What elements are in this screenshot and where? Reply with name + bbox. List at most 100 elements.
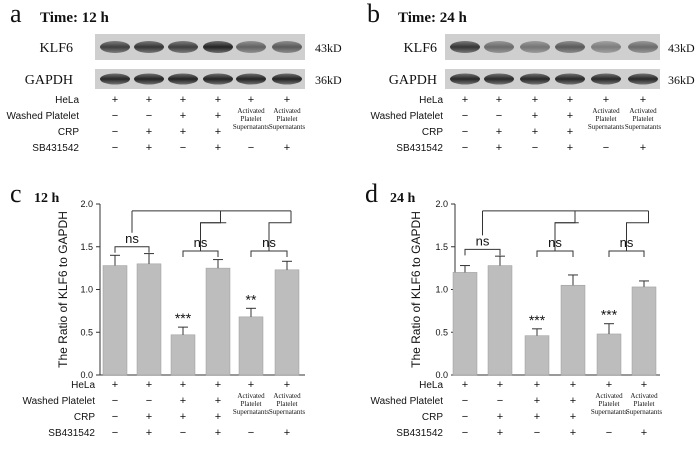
condition-sign: + — [215, 142, 221, 154]
comparison-bracket — [608, 250, 645, 258]
bracket-label: ns — [125, 231, 139, 246]
bar-chart-d: d 24 h The Ratio of KLF6 to GAPDH 0.0 0.5 1.0… — [365, 179, 662, 439]
condition-sign: + — [640, 94, 646, 106]
y-tick-label: 2.0 — [80, 199, 93, 209]
blot-band — [100, 73, 130, 85]
condition-label-crp: CRP — [422, 412, 443, 423]
condition-sign: + — [215, 395, 221, 407]
condition-label-sb431542: SB431542 — [396, 428, 443, 439]
y-tick-label: 1.5 — [435, 242, 448, 252]
condition-sign: − — [146, 110, 152, 122]
condition-label-washed-platelet: Washed Platelet — [371, 111, 444, 122]
comparison-line — [268, 210, 292, 252]
condition-sign: + — [570, 379, 576, 391]
blot-label-gapdh: GAPDH — [25, 73, 73, 88]
condition-sign: − — [146, 395, 152, 407]
condition-sign: − — [462, 395, 468, 407]
chart-title: 24 h — [390, 191, 416, 206]
blot-band — [236, 73, 266, 85]
bar — [274, 269, 300, 376]
condition-label-hela: HeLa — [55, 95, 79, 106]
condition-sign: − — [112, 110, 118, 122]
condition-label-sb431542: SB431542 — [32, 143, 79, 154]
condition-sign: − — [497, 395, 503, 407]
blot-panel-b: b Time: 24 h KLF6 43kD GAPDH 36kD HeLa + + + + + + Wa… — [367, 0, 695, 154]
condition-sign: − — [180, 427, 186, 439]
condition-sign: + — [532, 110, 538, 122]
condition-sign: − — [534, 427, 540, 439]
y-axis-label: The Ratio of KLF6 to GAPDH — [409, 211, 423, 368]
condition-sign: − — [248, 427, 254, 439]
condition-sign: − — [462, 427, 468, 439]
blot-band — [272, 73, 302, 85]
comparison-bracket — [182, 250, 219, 258]
panel-time-label: Time: 24 h — [398, 10, 468, 26]
blot-band — [450, 73, 480, 85]
y-tick-label: 1.0 — [435, 285, 448, 295]
condition-label-washed-platelet: Washed Platelet — [371, 396, 444, 407]
condition-sign: + — [284, 427, 290, 439]
bar — [102, 265, 128, 376]
significance-label: *** — [175, 310, 192, 326]
condition-activated-supernatant: Activated Platelet Supernatants — [233, 107, 269, 131]
condition-label-hela: HeLa — [71, 380, 95, 391]
blot-band — [484, 41, 514, 53]
condition-sign: + — [146, 411, 152, 423]
condition-sign: + — [146, 379, 152, 391]
condition-label-sb431542: SB431542 — [48, 428, 95, 439]
condition-sign: + — [146, 427, 152, 439]
blot-band — [555, 41, 585, 53]
significance-label: *** — [601, 307, 618, 323]
bar — [631, 286, 657, 376]
y-tick-label: 0.0 — [80, 370, 93, 380]
significance-label: *** — [529, 312, 546, 328]
bar — [452, 272, 478, 376]
condition-activated-supernatant: Activated Platelet Supernatants — [588, 107, 624, 131]
blot-panel-a: a Time: 12 h KLF6 43kD GAPDH 36kD HeLa + + + + + + Wa… — [7, 0, 342, 154]
condition-sign: + — [641, 379, 647, 391]
condition-sign: − — [112, 142, 118, 154]
condition-label-hela: HeLa — [419, 95, 443, 106]
condition-label-crp: CRP — [58, 127, 79, 138]
bar — [170, 334, 196, 376]
condition-sign: + — [570, 427, 576, 439]
condition-sign: + — [146, 94, 152, 106]
condition-sign: + — [215, 110, 221, 122]
condition-sign: − — [462, 142, 468, 154]
y-tick-label: 2.0 — [435, 199, 448, 209]
blot-band — [134, 73, 164, 85]
blot-label-klf6: KLF6 — [40, 41, 73, 56]
condition-sign: + — [215, 427, 221, 439]
blot-band — [168, 73, 198, 85]
condition-sign: + — [215, 379, 221, 391]
comparison-line — [555, 210, 576, 224]
significance-label: ** — [246, 291, 257, 307]
condition-sign: + — [567, 126, 573, 138]
condition-sign: + — [146, 142, 152, 154]
condition-sign: + — [497, 411, 503, 423]
condition-sign: + — [534, 395, 540, 407]
condition-sign: + — [284, 379, 290, 391]
comparison-bracket — [464, 248, 501, 256]
condition-sign: + — [180, 411, 186, 423]
condition-sign: + — [146, 126, 152, 138]
bar — [487, 265, 513, 376]
bar — [524, 335, 550, 376]
condition-sign: + — [462, 379, 468, 391]
comparison-bracket — [536, 250, 574, 258]
condition-sign: − — [606, 427, 612, 439]
y-tick-label: 0.5 — [80, 327, 93, 337]
condition-sign: + — [534, 379, 540, 391]
condition-sign: + — [534, 411, 540, 423]
condition-sign: + — [532, 126, 538, 138]
y-tick-label: 1.5 — [80, 242, 93, 252]
comparison-line — [626, 210, 649, 252]
blot-band — [628, 41, 658, 53]
condition-sign: + — [180, 126, 186, 138]
condition-activated-supernatant: Activated Platelet Supernatants — [269, 107, 305, 131]
condition-sign: + — [496, 94, 502, 106]
condition-activated-supernatant: Activated Platelet Supernatants — [233, 392, 269, 416]
panel-letter: c — [10, 179, 22, 208]
blot-size-label: 43kD — [668, 41, 695, 55]
